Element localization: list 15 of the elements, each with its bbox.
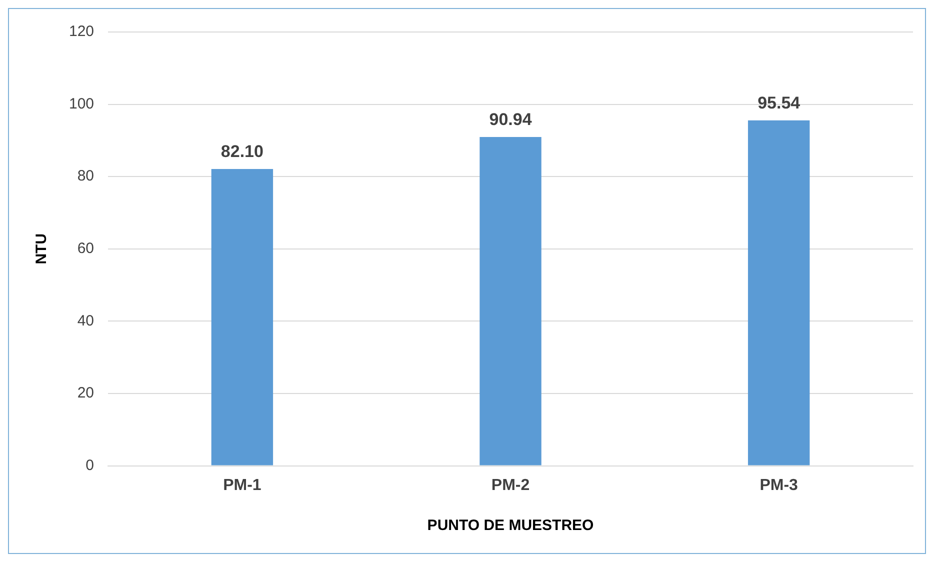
- x-tick-label: PM-1: [223, 476, 262, 494]
- y-tick-label: 0: [86, 456, 94, 474]
- data-label: 90.94: [489, 110, 532, 130]
- x-tick-label: PM-2: [491, 476, 530, 494]
- data-label: 82.10: [220, 142, 264, 162]
- y-tick-label: 40: [77, 312, 94, 330]
- y-tick-label: 120: [68, 23, 94, 40]
- y-axis-title: NTU: [33, 233, 50, 264]
- data-label: 95.54: [758, 94, 801, 113]
- y-tick-label: 100: [68, 95, 94, 112]
- y-tick-label: 20: [77, 384, 94, 402]
- y-tick-label: 80: [77, 168, 94, 185]
- y-tick-label: 60: [77, 240, 94, 258]
- x-axis-title: PUNTO DE MUESTREO: [427, 517, 594, 534]
- x-tick-label: PM-3: [760, 476, 798, 494]
